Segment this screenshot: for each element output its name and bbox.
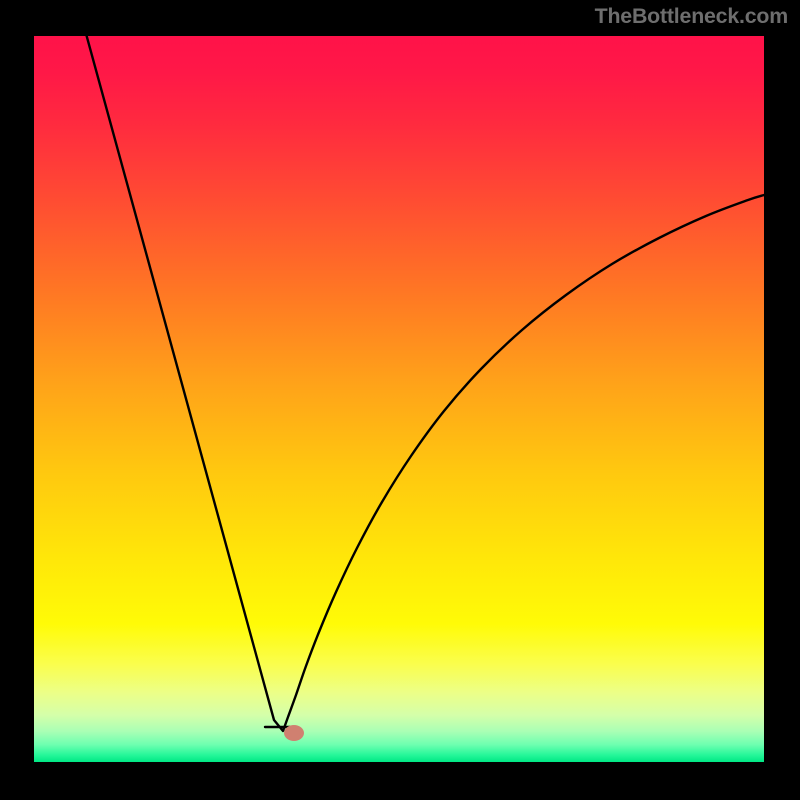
bottleneck-chart [0, 0, 800, 800]
gradient-background [34, 36, 764, 762]
optimal-point-marker [284, 725, 304, 741]
watermark-text: TheBottleneck.com [595, 4, 788, 29]
